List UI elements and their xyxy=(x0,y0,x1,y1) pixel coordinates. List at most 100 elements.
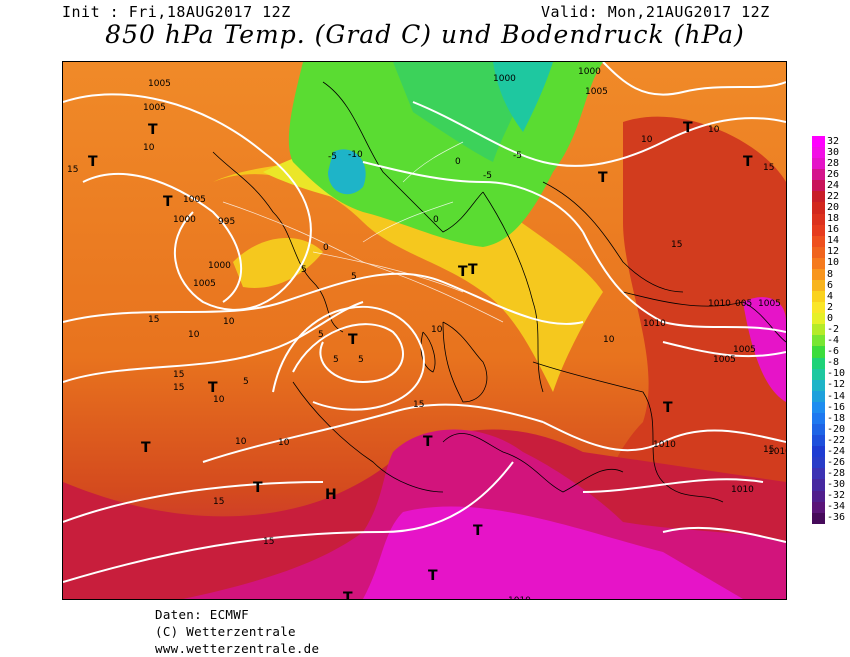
scale-swatch xyxy=(812,224,825,236)
scale-swatch xyxy=(812,412,825,425)
scale-label: -18 xyxy=(827,412,846,424)
scale-label: 30 xyxy=(827,146,840,158)
scale-label: -36 xyxy=(827,512,846,524)
low-pressure-symbol: T xyxy=(348,332,358,348)
pressure-label: 1010 xyxy=(653,440,676,450)
scale-label: -22 xyxy=(827,434,846,446)
scale-label: 2 xyxy=(827,301,834,313)
scale-swatch xyxy=(812,357,825,369)
pressure-label: 1000 xyxy=(493,74,516,84)
temperature-labels: 15 10 15 10 5 0 -5 -10 -5 0 5 10 15 10 5… xyxy=(67,125,774,547)
scale-swatch xyxy=(812,424,825,436)
temp-label: 15 xyxy=(213,497,224,507)
cold-core-teal xyxy=(493,62,553,132)
pressure-label: 1005 xyxy=(585,87,608,97)
temp-label: 15 xyxy=(763,445,774,455)
scale-swatch xyxy=(812,335,825,347)
scale-label: 24 xyxy=(827,179,840,191)
scale-label: 28 xyxy=(827,157,840,169)
scale-label: -26 xyxy=(827,457,846,469)
isotherms xyxy=(222,141,504,323)
temp-label: 15 xyxy=(413,400,424,410)
scale-label: -8 xyxy=(827,357,840,369)
low-pressure-symbol: T xyxy=(743,154,753,170)
scale-label: -20 xyxy=(827,423,846,435)
temp-label: -5 xyxy=(513,151,522,161)
scale-swatch xyxy=(812,169,825,181)
scale-label: -34 xyxy=(827,501,846,513)
scale-swatch xyxy=(812,291,825,303)
scale-swatch xyxy=(812,435,825,447)
scale-label: 12 xyxy=(827,246,840,258)
scale-swatch xyxy=(812,158,825,170)
scale-label: -10 xyxy=(827,368,846,380)
pressure-label: 1005 xyxy=(758,299,781,309)
scale-swatch xyxy=(812,280,825,292)
scale-label: 8 xyxy=(827,268,834,280)
cold-core-darkgreen xyxy=(393,62,533,162)
pressure-label: 1005 xyxy=(143,103,166,113)
temp-label: 5 xyxy=(318,330,324,340)
temp-label: 10 xyxy=(235,437,247,447)
scale-label: 6 xyxy=(827,279,834,291)
low-pressure-symbol: T xyxy=(468,262,478,278)
scale-label: 10 xyxy=(827,257,840,269)
scale-swatch xyxy=(812,501,825,513)
temp-label: 5 xyxy=(358,355,364,365)
scale-swatch xyxy=(812,268,825,281)
temp-label: 0 xyxy=(323,243,329,253)
temp-label: 15 xyxy=(173,383,184,393)
valid-time: Valid: Mon,21AUG2017 12Z xyxy=(541,3,770,21)
scale-label: 32 xyxy=(827,135,840,147)
low-pressure-symbol: T xyxy=(663,400,673,416)
scale-label: -24 xyxy=(827,445,846,457)
low-pressure-symbol: T xyxy=(458,264,468,280)
scale-label: 4 xyxy=(827,290,834,302)
temp-label: 10 xyxy=(278,438,290,448)
low-pressure-symbol: T xyxy=(683,120,693,136)
scale-swatch xyxy=(812,180,825,192)
low-pressure-symbol: T xyxy=(473,523,483,539)
temp-label: 5 xyxy=(243,377,249,387)
temp-label: 5 xyxy=(351,272,357,282)
low-pressure-symbol: T xyxy=(148,122,158,138)
scale-label: 22 xyxy=(827,190,840,202)
scale-label: 20 xyxy=(827,202,840,214)
temp-label: 15 xyxy=(263,537,274,547)
scale-swatch xyxy=(812,191,825,203)
scale-swatch xyxy=(812,479,825,491)
temp-label: 10 xyxy=(188,330,200,340)
scale-swatch xyxy=(812,468,825,480)
pressure-label: 1010 xyxy=(768,447,786,457)
temp-label: -5 xyxy=(483,171,492,181)
isobars xyxy=(63,62,786,583)
temp-label: -5 xyxy=(328,152,337,162)
scale-swatch xyxy=(812,235,825,247)
pressure-label: 1010 xyxy=(731,485,754,495)
scale-swatch xyxy=(812,302,825,314)
credit-copyright: (C) Wetterzentrale xyxy=(155,624,296,639)
temp-label: 15 xyxy=(67,165,78,175)
scale-label: -30 xyxy=(827,479,846,491)
scale-swatch xyxy=(812,346,825,358)
scale-label: -14 xyxy=(827,390,846,402)
scale-label: 16 xyxy=(827,224,840,236)
scale-swatch xyxy=(812,257,825,269)
temp-label: 10 xyxy=(641,135,653,145)
temp-label: 15 xyxy=(671,240,682,250)
scale-swatch xyxy=(812,213,825,225)
init-time: Init : Fri,18AUG2017 12Z xyxy=(62,3,291,21)
scale-swatch xyxy=(812,390,825,402)
temp-label: 0 xyxy=(433,215,439,225)
hot-region-africa xyxy=(363,506,743,599)
scale-swatch xyxy=(812,446,825,458)
low-pressure-symbol: T xyxy=(253,480,263,496)
scale-swatch xyxy=(812,324,825,336)
temp-label: 10 xyxy=(223,317,235,327)
temp-label: 15 xyxy=(148,315,159,325)
pressure-label: 1005 xyxy=(713,355,736,365)
low-pressure-symbol: T xyxy=(343,590,353,599)
scale-label: 0 xyxy=(827,312,834,324)
scale-swatch xyxy=(812,368,825,380)
scale-label: 14 xyxy=(827,235,840,247)
